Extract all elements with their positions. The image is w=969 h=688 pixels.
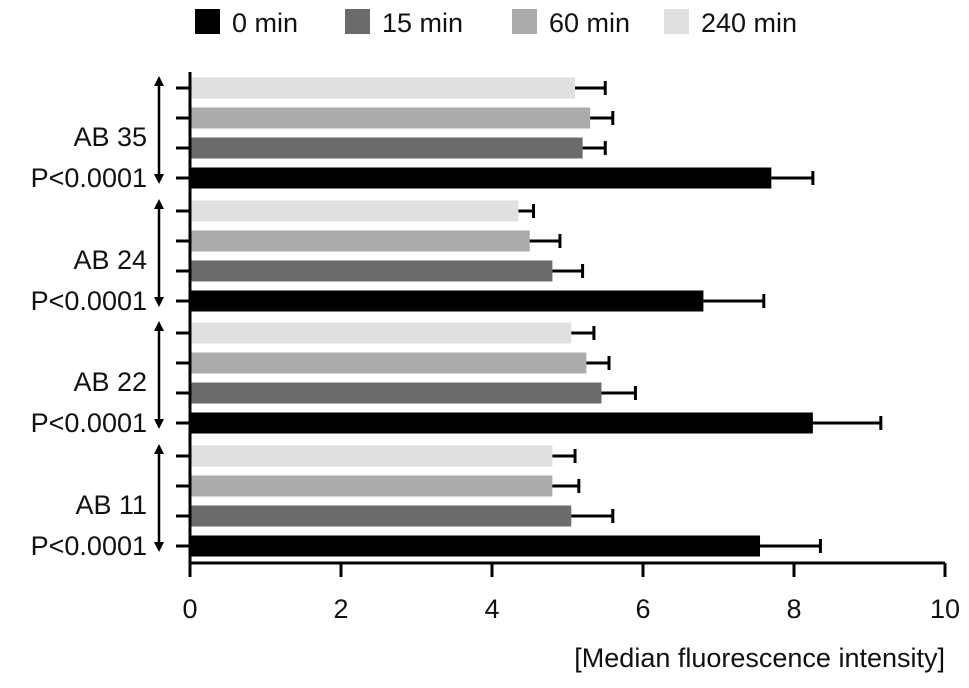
bar: [190, 260, 553, 282]
group-label: AB 35: [73, 122, 147, 152]
legend-swatch: [195, 9, 220, 34]
x-tick-label: 8: [786, 594, 801, 624]
bar-area: [190, 77, 883, 557]
legend-swatch: [345, 9, 370, 34]
legend-swatch: [664, 9, 689, 34]
group-label: AB 24: [73, 245, 147, 275]
group-pvalue: P<0.0001: [31, 286, 147, 316]
bar: [190, 475, 553, 497]
x-tick-label: 0: [182, 594, 197, 624]
bracket-arrow-down: [154, 297, 164, 307]
bar: [190, 352, 587, 374]
x-axis: [Median fluorescence intensity] 0 2 4 6 8 10: [176, 72, 960, 673]
group-pvalue: P<0.0001: [31, 408, 147, 438]
bar: [190, 382, 602, 404]
bar: [190, 322, 572, 344]
legend-swatch: [512, 9, 537, 34]
bar: [190, 290, 704, 312]
bracket-arrow-up: [154, 76, 164, 86]
group-labels: AB 35 P<0.0001 AB 24 P<0.0001 AB 22 P<0.0001 A…: [31, 76, 164, 561]
bar: [190, 445, 553, 467]
x-tick-label: 2: [333, 594, 348, 624]
bar: [190, 412, 813, 434]
bar: [190, 107, 591, 129]
bar: [190, 535, 761, 557]
group-pvalue: P<0.0001: [31, 531, 147, 561]
legend-label: 15 min: [382, 8, 463, 38]
bracket-arrow-down: [154, 419, 164, 429]
bar: [190, 230, 530, 252]
legend-label: 60 min: [549, 8, 630, 38]
group-label: AB 22: [73, 367, 147, 397]
bracket-arrow-down: [154, 174, 164, 184]
bracket-arrow-up: [154, 199, 164, 209]
bar: [190, 200, 519, 222]
bar: [190, 137, 583, 159]
legend: 0 min 15 min 60 min 240 min: [195, 8, 797, 38]
bracket-arrow-up: [154, 444, 164, 454]
bracket-arrow-up: [154, 321, 164, 331]
bracket-arrow-down: [154, 542, 164, 552]
x-tick-label: 6: [635, 594, 650, 624]
legend-label: 0 min: [232, 8, 298, 38]
legend-label: 240 min: [701, 8, 797, 38]
group-label: AB 11: [75, 490, 147, 520]
bar: [190, 505, 572, 527]
bar: [190, 167, 772, 189]
x-axis-label: [Median fluorescence intensity]: [574, 643, 945, 673]
x-tick-label: 10: [930, 594, 960, 624]
x-tick-label: 4: [484, 594, 499, 624]
bar: [190, 77, 576, 99]
group-pvalue: P<0.0001: [31, 163, 147, 193]
